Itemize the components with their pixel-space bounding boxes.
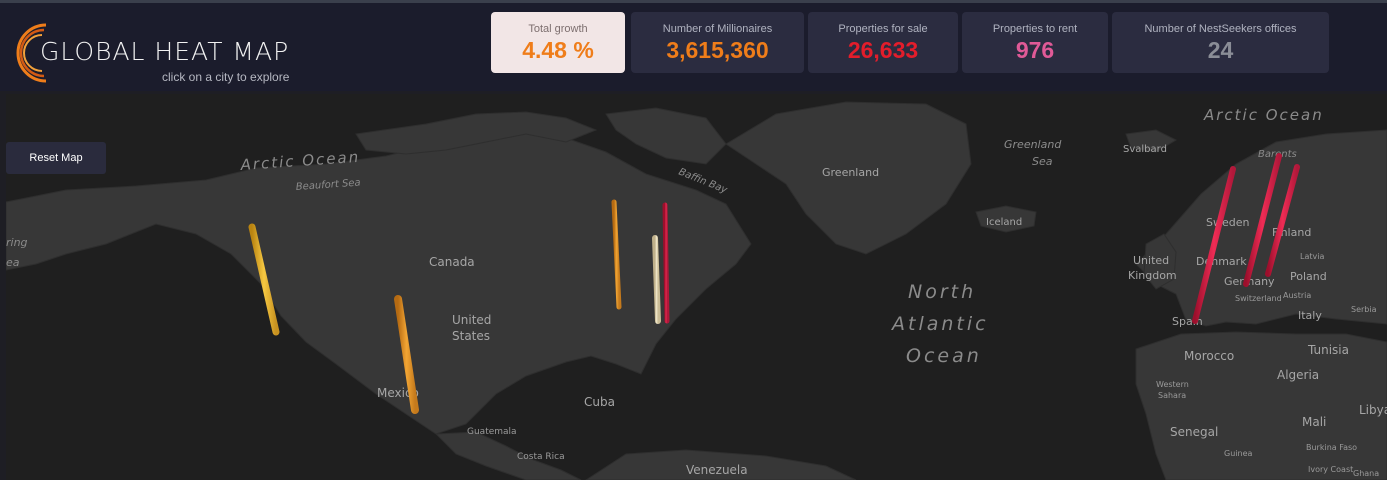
label-iceland: Iceland bbox=[986, 217, 1022, 228]
label-senegal: Senegal bbox=[1170, 425, 1218, 439]
central-america-landmass bbox=[434, 431, 582, 480]
stat-total-growth[interactable]: Total growth 4.48 % bbox=[491, 12, 625, 73]
stat-label: Number of NestSeekers offices bbox=[1144, 23, 1297, 35]
label-north-atlantic-2: Atlantic bbox=[890, 313, 989, 335]
label-united-states-2: States bbox=[452, 329, 490, 343]
label-serbia: Serbia bbox=[1351, 305, 1377, 314]
label-costa-rica: Costa Rica bbox=[517, 452, 565, 462]
label-greenland: Greenland bbox=[822, 166, 879, 179]
label-cuba: Cuba bbox=[584, 395, 615, 409]
label-bering-1: ring bbox=[6, 236, 28, 249]
label-sweden: Sweden bbox=[1206, 216, 1249, 229]
label-western-sahara-2: Sahara bbox=[1158, 391, 1186, 400]
label-greenland-sea-1: Greenland bbox=[1004, 138, 1062, 151]
city-bar-denver[interactable] bbox=[394, 295, 419, 414]
stat-label: Number of Millionaires bbox=[662, 23, 773, 35]
label-uk-1: United bbox=[1133, 254, 1169, 267]
logo-rings-icon bbox=[16, 23, 47, 83]
stat-properties-rent[interactable]: Properties to rent 976 bbox=[962, 12, 1108, 73]
label-arctic-ocean-east: Arctic Ocean bbox=[1203, 106, 1324, 124]
top-border bbox=[0, 0, 1387, 3]
label-north-atlantic-3: Ocean bbox=[906, 345, 982, 367]
label-latvia: Latvia bbox=[1300, 252, 1324, 261]
label-beaufort-sea: Beaufort Sea bbox=[295, 177, 361, 193]
stat-value: 24 bbox=[1207, 37, 1234, 63]
label-morocco: Morocco bbox=[1184, 349, 1234, 363]
label-algeria: Algeria bbox=[1277, 368, 1319, 382]
world-map[interactable]: Arctic Ocean Beaufort Sea Baffin Bay Gre… bbox=[6, 94, 1387, 480]
label-guinea: Guinea bbox=[1224, 449, 1252, 458]
app-title: GLOBAL HEAT MAP bbox=[40, 37, 290, 66]
iceland-landmass bbox=[975, 205, 1037, 233]
stat-millionaires[interactable]: Number of Millionaires 3,615,360 bbox=[631, 12, 804, 73]
label-bering-2: ea bbox=[6, 256, 20, 269]
stat-properties-sale[interactable]: Properties for sale 26,633 bbox=[808, 12, 958, 73]
city-bar-warsaw[interactable] bbox=[1265, 164, 1300, 277]
city-bar-montreal[interactable] bbox=[662, 202, 670, 324]
label-western-sahara-1: Western bbox=[1156, 380, 1189, 389]
arctic-islands-landmass bbox=[355, 111, 598, 155]
label-guatemala: Guatemala bbox=[467, 427, 517, 437]
uk-landmass bbox=[1143, 233, 1177, 290]
africa-landmass bbox=[1135, 331, 1387, 480]
label-tunisia: Tunisia bbox=[1307, 343, 1349, 357]
label-venezuela: Venezuela bbox=[686, 463, 748, 477]
label-north-atlantic-1: North bbox=[908, 281, 976, 303]
label-canada: Canada bbox=[429, 255, 475, 269]
label-ghana: Ghana bbox=[1353, 469, 1379, 478]
label-italy: Italy bbox=[1298, 309, 1322, 322]
city-bar-vancouver[interactable] bbox=[248, 223, 280, 336]
stat-value: 26,633 bbox=[847, 37, 919, 63]
stat-value: 3,615,360 bbox=[666, 37, 769, 63]
svalbard-landmass bbox=[1125, 129, 1178, 153]
label-mali: Mali bbox=[1302, 415, 1326, 429]
stat-value: 4.48 % bbox=[522, 37, 594, 63]
map-canvas[interactable]: Arctic Ocean Beaufort Sea Baffin Bay Gre… bbox=[6, 94, 1387, 480]
stat-offices[interactable]: Number of NestSeekers offices 24 bbox=[1112, 12, 1329, 73]
greenland-landmass bbox=[725, 101, 972, 255]
stat-label: Total growth bbox=[528, 23, 588, 35]
label-libya: Libya bbox=[1359, 403, 1387, 417]
city-bar-new-york[interactable] bbox=[652, 235, 661, 324]
reset-map-button[interactable]: Reset Map bbox=[6, 142, 106, 174]
city-bar-london[interactable] bbox=[1192, 166, 1236, 324]
label-greenland-sea-2: Sea bbox=[1032, 155, 1053, 168]
stat-value: 976 bbox=[1015, 37, 1055, 63]
south-america-landmass bbox=[585, 449, 857, 480]
app-logo: GLOBAL HEAT MAP click on a city to explo… bbox=[12, 19, 302, 89]
label-switzerland: Switzerland bbox=[1235, 294, 1282, 303]
baffin-landmass bbox=[605, 107, 727, 165]
stat-label: Properties for sale bbox=[838, 23, 928, 35]
label-united-states-1: United bbox=[452, 313, 491, 327]
app-subtitle: click on a city to explore bbox=[162, 70, 290, 84]
label-svalbard: Svalbard bbox=[1123, 144, 1167, 155]
city-bar-berlin[interactable] bbox=[1243, 153, 1282, 287]
label-denmark: Denmark bbox=[1196, 255, 1247, 268]
label-burkina-faso: Burkina Faso bbox=[1306, 443, 1357, 452]
label-austria: Austria bbox=[1283, 291, 1311, 300]
stat-label: Properties to rent bbox=[992, 23, 1078, 35]
label-uk-2: Kingdom bbox=[1128, 269, 1177, 282]
label-poland: Poland bbox=[1290, 270, 1327, 283]
label-ivory-coast: Ivory Coast bbox=[1308, 465, 1353, 474]
city-bar-toronto[interactable] bbox=[611, 199, 622, 310]
